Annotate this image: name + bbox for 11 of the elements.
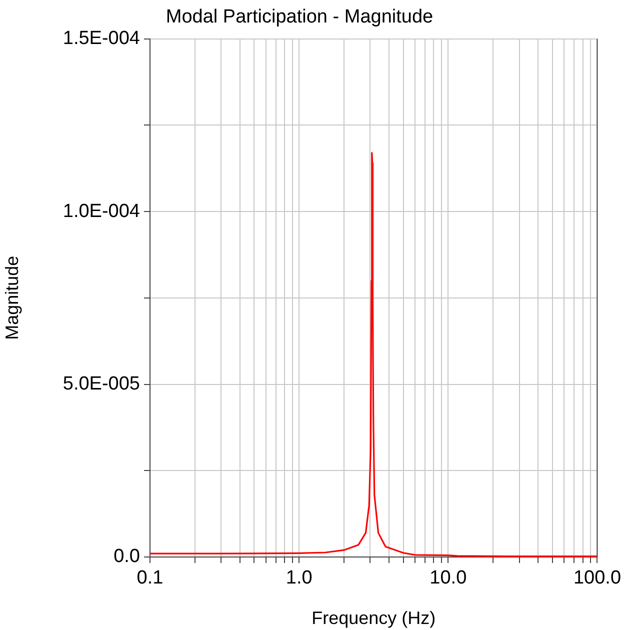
y-tick-label: 1.5E-004 (62, 28, 140, 50)
x-tick-label: 100.0 (573, 568, 621, 589)
y-tick-label: 0.0 (114, 546, 140, 568)
x-axis-title: Frequency (Hz) (312, 608, 436, 628)
y-axis-title: Magnitude (2, 256, 22, 340)
x-tick-label: 10.0 (430, 568, 467, 589)
chart-title: Modal Participation - Magnitude (166, 6, 434, 28)
x-tick-label: 1.0 (286, 568, 312, 589)
y-tick-label: 1.0E-004 (62, 200, 140, 222)
x-tick-label: 0.1 (136, 568, 164, 589)
y-tick-label: 5.0E-005 (62, 374, 140, 394)
